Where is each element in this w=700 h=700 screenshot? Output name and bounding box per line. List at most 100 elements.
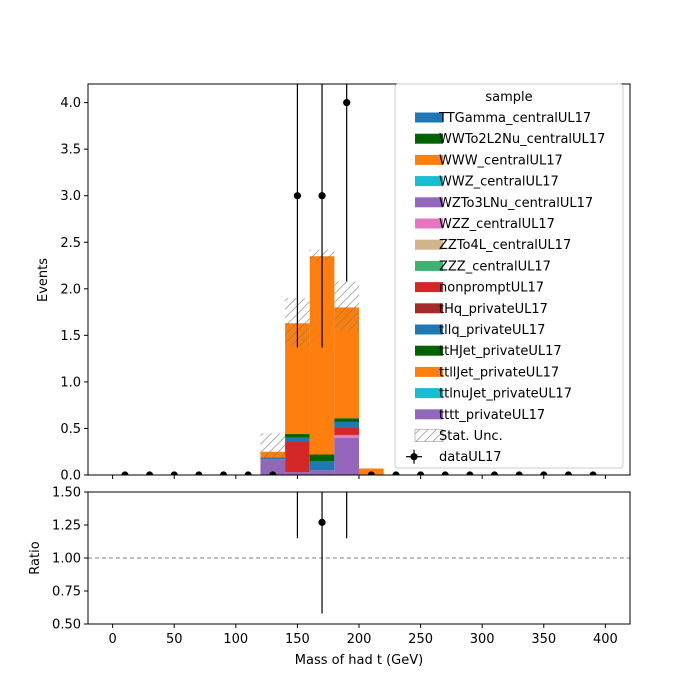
bar-segment <box>334 418 359 422</box>
stat-unc-band <box>334 281 359 331</box>
data-point <box>441 471 449 475</box>
data-point <box>219 471 228 475</box>
main-x-ticks <box>112 475 606 479</box>
ratio-y-ticks: 0.50 0.75 1.00 1.25 1.50 <box>52 486 88 633</box>
legend-label: ZZZ_centralUL17 <box>439 259 551 274</box>
y-tick-label: 0.50 <box>52 618 81 633</box>
bar-segment <box>309 461 335 471</box>
x-tick-label: 350 <box>531 632 556 647</box>
legend-label: dataUL17 <box>439 450 502 465</box>
y-tick-label: 1.5 <box>60 329 81 344</box>
data-point <box>343 99 351 107</box>
data-point <box>515 471 523 475</box>
legend-swatch <box>415 133 443 144</box>
x-tick-label: 400 <box>593 632 618 647</box>
legend-label: nonpromptUL17 <box>439 281 544 296</box>
y-tick-label: 1.50 <box>52 486 81 501</box>
data-point <box>490 471 499 475</box>
legend-swatch <box>415 303 443 314</box>
bar-segment <box>285 437 310 442</box>
legend-label: WWW_centralUL17 <box>439 153 563 168</box>
bar-segment <box>309 470 335 475</box>
ratio-point <box>318 518 326 526</box>
ratio-y-axis-label: Ratio <box>28 541 43 574</box>
data-point <box>170 471 178 475</box>
legend-label: ZZTo4L_centralUL17 <box>439 238 571 253</box>
data-points <box>121 84 597 475</box>
legend-swatch <box>415 197 443 208</box>
legend-label: ttlnuJet_privateUL17 <box>439 387 572 402</box>
x-tick-label: 100 <box>223 632 248 647</box>
y-tick-label: 3.5 <box>60 143 81 158</box>
legend-swatch <box>415 154 443 165</box>
main-y-axis-label: Events <box>36 258 51 302</box>
y-tick-label: 0.75 <box>52 585 81 600</box>
legend-label: WWZ_centralUL17 <box>439 175 559 190</box>
bar-segment <box>334 421 359 428</box>
legend-swatch <box>415 282 443 293</box>
data-point <box>466 471 474 475</box>
data-point <box>367 471 375 475</box>
legend-label: tHq_privateUL17 <box>439 302 548 317</box>
legend-title: sample <box>485 90 532 105</box>
main-panel: 0.0 0.5 1.0 1.5 2.0 2.5 3.0 3.5 4.0 Events <box>36 83 631 484</box>
legend-swatch <box>415 366 443 377</box>
stat-unc-band <box>260 433 286 471</box>
legend-label: Stat. Unc. <box>439 429 503 444</box>
legend-swatch <box>415 218 443 229</box>
data-point <box>121 471 129 475</box>
main-y-ticks: 0.0 0.5 1.0 1.5 2.0 2.5 3.0 3.5 4.0 <box>60 96 88 484</box>
y-tick-label: 4.0 <box>60 96 81 111</box>
ratio-plot-frame <box>87 491 631 625</box>
legend-swatch <box>415 345 443 356</box>
bar-segment <box>309 454 335 462</box>
legend-swatch <box>415 409 443 420</box>
ratio-panel: 0.50 0.75 1.00 1.25 1.50 0 50 100 150 200 250 300 3… <box>28 486 631 668</box>
legend-swatch <box>415 388 443 399</box>
data-point <box>244 471 252 475</box>
legend-label: WZZ_centralUL17 <box>439 217 555 232</box>
x-tick-label: 0 <box>108 632 116 647</box>
ratio-x-ticks: 0 50 100 150 200 250 300 350 400 <box>108 624 618 647</box>
legend-swatch <box>415 324 443 335</box>
y-tick-label: 2.5 <box>60 236 81 251</box>
legend-swatch <box>415 112 443 123</box>
x-tick-label: 300 <box>470 632 495 647</box>
x-tick-label: 150 <box>285 632 310 647</box>
legend-label: tllq_privateUL17 <box>439 323 545 338</box>
y-tick-label: 2.0 <box>60 282 81 297</box>
bar-segment <box>334 427 359 435</box>
bar-segment <box>285 441 310 473</box>
data-point <box>293 192 302 200</box>
bar-segment <box>285 472 310 475</box>
legend-label: WZTo3LNu_centralUL17 <box>439 196 593 211</box>
y-tick-label: 0.0 <box>60 469 81 484</box>
legend-swatch <box>415 260 443 271</box>
y-tick-label: 3.0 <box>60 189 81 204</box>
legend-label: ttllJet_privateUL17 <box>439 365 559 380</box>
legend-label: WWTo2L2Nu_centralUL17 <box>439 132 605 147</box>
data-point <box>589 471 597 475</box>
legend-label: TTGamma_centralUL17 <box>438 111 591 126</box>
bar-segment <box>285 434 310 438</box>
legend-box <box>394 83 624 469</box>
legend-label: tttt_privateUL17 <box>439 408 545 423</box>
y-tick-label: 1.00 <box>52 552 81 567</box>
legend-swatch <box>415 176 443 187</box>
legend-entries: TTGamma_centralUL17 WWTo2L2Nu_centralUL17… <box>406 111 605 465</box>
legend-label: ttHJet_privateUL17 <box>439 344 562 359</box>
legend-swatch <box>415 239 443 250</box>
data-point <box>540 471 548 475</box>
legend-data-marker <box>410 453 418 461</box>
data-point <box>145 471 154 475</box>
legend-stat-unc-swatch <box>414 429 444 442</box>
data-point <box>269 471 277 475</box>
y-tick-label: 1.25 <box>52 519 81 534</box>
legend: sample TTGamma_centralUL17 WWTo2L2Nu_cent… <box>394 83 624 469</box>
stacked-bars <box>260 256 384 475</box>
y-tick-label: 1.0 <box>60 375 81 390</box>
bar-segment <box>334 437 359 475</box>
x-tick-label: 250 <box>408 632 433 647</box>
bar-segment <box>334 434 359 438</box>
